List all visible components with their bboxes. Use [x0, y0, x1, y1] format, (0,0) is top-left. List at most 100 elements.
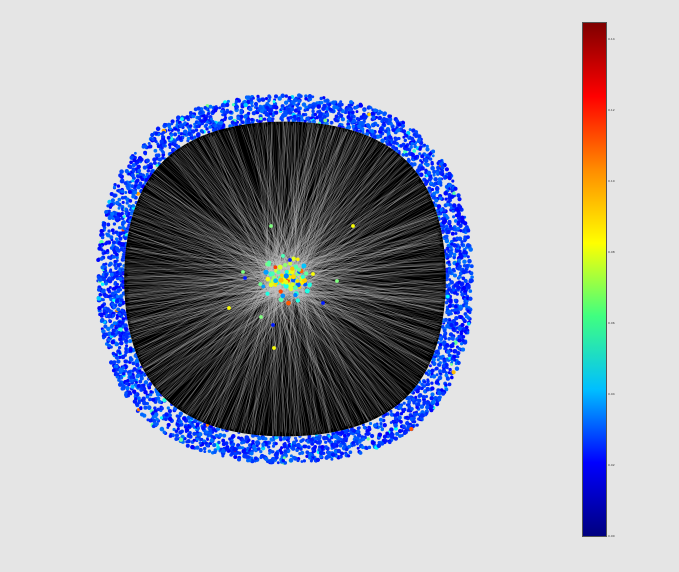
network-node [410, 407, 414, 411]
network-node [450, 336, 455, 341]
network-node [430, 381, 434, 385]
network-edge [285, 149, 395, 280]
network-node [434, 366, 439, 371]
network-node [108, 360, 114, 365]
network-node [393, 413, 397, 417]
network-node [393, 423, 398, 428]
network-node [120, 189, 125, 194]
outer-node-ring [96, 93, 474, 465]
network-node [264, 111, 270, 117]
network-node [259, 116, 263, 121]
network-node [290, 274, 296, 280]
network-node [470, 275, 474, 279]
network-node [462, 259, 467, 264]
network-node [468, 247, 473, 252]
network-node [267, 445, 271, 449]
network-node [246, 446, 250, 450]
network-node [110, 228, 115, 233]
network-node [395, 412, 400, 417]
network-node [457, 338, 462, 343]
network-node [280, 93, 285, 99]
network-node [434, 380, 440, 385]
network-node [177, 418, 181, 422]
network-edge [127, 247, 286, 278]
network-edge [289, 121, 315, 265]
network-node [97, 257, 101, 261]
network-node [121, 258, 126, 262]
network-node [117, 330, 121, 335]
network-edge [296, 289, 368, 420]
network-node [453, 269, 456, 273]
network-node [221, 113, 225, 117]
network-node [352, 443, 356, 447]
network-node [279, 117, 283, 121]
network-node [305, 454, 309, 458]
network-node [456, 211, 461, 216]
network-edge [129, 246, 272, 282]
network-node [203, 116, 208, 121]
network-node [362, 425, 367, 430]
network-node [431, 154, 435, 158]
network-edge [298, 248, 447, 262]
network-edge [289, 213, 439, 280]
network-node [115, 299, 120, 304]
network-node [96, 275, 101, 280]
network-node [257, 99, 261, 103]
network-node [445, 214, 449, 218]
network-node [441, 364, 446, 368]
network-node [274, 110, 279, 115]
network-node [412, 412, 418, 417]
network-node [128, 219, 132, 223]
network-node [354, 438, 359, 444]
network-node [441, 220, 447, 225]
network-node [451, 319, 456, 324]
network-node [108, 215, 112, 219]
network-node [112, 193, 117, 198]
network-node [211, 123, 215, 127]
network-node [438, 196, 443, 201]
network-node [442, 334, 447, 338]
network-node [133, 190, 138, 195]
network-node [425, 147, 430, 152]
network-node [425, 404, 430, 410]
network-node [412, 162, 417, 167]
network-node [327, 438, 332, 443]
network-node [316, 435, 322, 440]
network-node [394, 146, 399, 151]
colorbar-tick-label: 0.02 [608, 463, 615, 467]
network-node [229, 446, 234, 450]
network-node [379, 424, 383, 429]
network-node [420, 160, 424, 164]
network-node [284, 269, 289, 274]
network-node [106, 307, 110, 311]
network-node [166, 135, 171, 140]
network-node [469, 278, 474, 283]
network-node [426, 382, 431, 387]
network-node [109, 272, 114, 277]
network-node [151, 137, 155, 142]
network-node [357, 440, 362, 444]
network-node [265, 105, 270, 110]
network-edge [124, 241, 272, 273]
network-node [162, 398, 167, 403]
network-node [109, 202, 114, 207]
network-node [204, 441, 208, 445]
network-node [291, 444, 295, 448]
network-node [439, 333, 442, 337]
network-node [466, 309, 470, 313]
network-node [135, 362, 140, 368]
network-node [210, 117, 213, 121]
network-edge [268, 124, 278, 265]
network-node [419, 404, 425, 409]
network-node [283, 113, 288, 117]
network-node [211, 119, 215, 124]
network-node [178, 136, 183, 141]
network-node [434, 177, 438, 181]
network-node [346, 125, 352, 130]
network-node [155, 126, 161, 132]
network-node [430, 392, 435, 397]
network-node [378, 126, 384, 132]
network-node [246, 95, 251, 99]
network-node [447, 353, 452, 357]
network-edge [171, 157, 267, 266]
